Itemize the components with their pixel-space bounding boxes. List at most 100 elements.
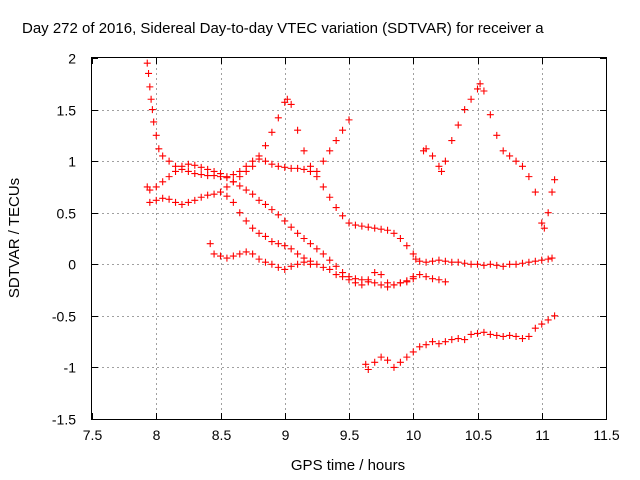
data-point <box>255 255 263 263</box>
data-point <box>268 206 276 214</box>
data-point <box>178 200 186 208</box>
data-point <box>150 118 158 126</box>
y-tick-label: -0.5 <box>52 309 76 325</box>
data-point <box>184 160 192 168</box>
data-point <box>486 260 494 268</box>
data-point <box>396 358 404 366</box>
data-point <box>147 95 155 103</box>
x-tick-label: 8 <box>153 427 161 443</box>
data-point <box>454 335 462 343</box>
data-point <box>274 162 282 170</box>
data-point <box>422 145 430 153</box>
data-point <box>362 360 370 368</box>
series-1 <box>143 59 556 270</box>
data-point <box>223 254 231 262</box>
axis-ticks <box>92 58 607 420</box>
data-point <box>499 262 507 270</box>
data-point <box>249 162 257 170</box>
data-point <box>486 111 494 119</box>
grid-lines <box>92 58 606 419</box>
data-point <box>255 196 263 204</box>
data-point <box>261 200 269 208</box>
data-point <box>544 316 552 324</box>
data-point <box>159 152 167 160</box>
data-point <box>538 320 546 328</box>
data-point <box>422 258 430 266</box>
data-point <box>525 258 533 266</box>
data-point <box>326 193 334 201</box>
data-point <box>377 225 385 233</box>
data-point <box>493 331 501 339</box>
data-point <box>390 281 398 289</box>
data-point <box>476 80 484 88</box>
data-point <box>249 190 257 198</box>
data-point <box>441 338 449 346</box>
data-point <box>339 273 347 281</box>
plot-frame <box>91 57 607 420</box>
data-point <box>384 226 392 234</box>
data-point <box>242 248 250 256</box>
data-point <box>416 343 424 351</box>
data-point <box>274 240 282 248</box>
data-point <box>145 69 153 77</box>
data-point <box>467 95 475 103</box>
data-point <box>540 224 548 232</box>
data-point <box>438 167 446 175</box>
data-point <box>146 186 154 194</box>
series-3 <box>146 188 417 289</box>
data-point <box>236 173 244 181</box>
x-tick-label: 11.5 <box>593 427 619 443</box>
data-point <box>412 255 420 263</box>
data-point <box>152 131 160 139</box>
data-point <box>435 162 443 170</box>
data-point <box>506 152 514 160</box>
data-point <box>268 238 276 246</box>
data-point <box>441 257 449 265</box>
data-point <box>480 261 488 269</box>
data-point <box>345 219 353 227</box>
data-point <box>518 335 526 343</box>
data-point <box>236 182 244 190</box>
data-point <box>165 195 173 203</box>
data-point <box>525 173 533 181</box>
y-tick-labels: -1.5 -1 -0.5 0 0.5 1 1.5 2 <box>52 51 76 428</box>
data-point <box>148 106 156 114</box>
data-point <box>287 164 295 172</box>
data-point <box>345 276 353 284</box>
data-point <box>474 85 481 93</box>
x-tick-label: 8.5 <box>212 427 232 443</box>
data-point <box>210 250 218 258</box>
data-point <box>268 260 276 268</box>
y-tick-label: 2 <box>68 51 76 67</box>
data-point <box>165 157 173 165</box>
data-point <box>377 281 385 289</box>
data-point <box>152 196 160 204</box>
data-point <box>146 198 154 206</box>
data-point <box>319 157 327 165</box>
data-point <box>249 250 257 258</box>
y-tick-label: 1 <box>68 154 76 170</box>
x-tick-label: 10 <box>406 427 422 443</box>
data-point <box>448 137 456 145</box>
data-point <box>229 198 237 206</box>
data-point <box>197 171 205 179</box>
data-point <box>493 131 501 139</box>
data-point <box>300 235 308 242</box>
data-point <box>448 336 456 344</box>
data-point <box>332 262 340 270</box>
data-point <box>339 126 347 134</box>
data-point <box>351 279 359 287</box>
data-point <box>429 275 437 283</box>
data-point <box>364 276 372 284</box>
data-point <box>184 198 192 206</box>
data-point <box>242 167 250 175</box>
data-point <box>493 261 501 269</box>
data-point <box>287 100 295 108</box>
data-point <box>409 275 417 283</box>
data-point <box>429 152 437 160</box>
data-point <box>371 279 379 287</box>
series-7 <box>362 312 559 373</box>
data-point <box>261 258 269 266</box>
y-tick-label: 0.5 <box>57 206 77 222</box>
data-point <box>146 83 154 91</box>
